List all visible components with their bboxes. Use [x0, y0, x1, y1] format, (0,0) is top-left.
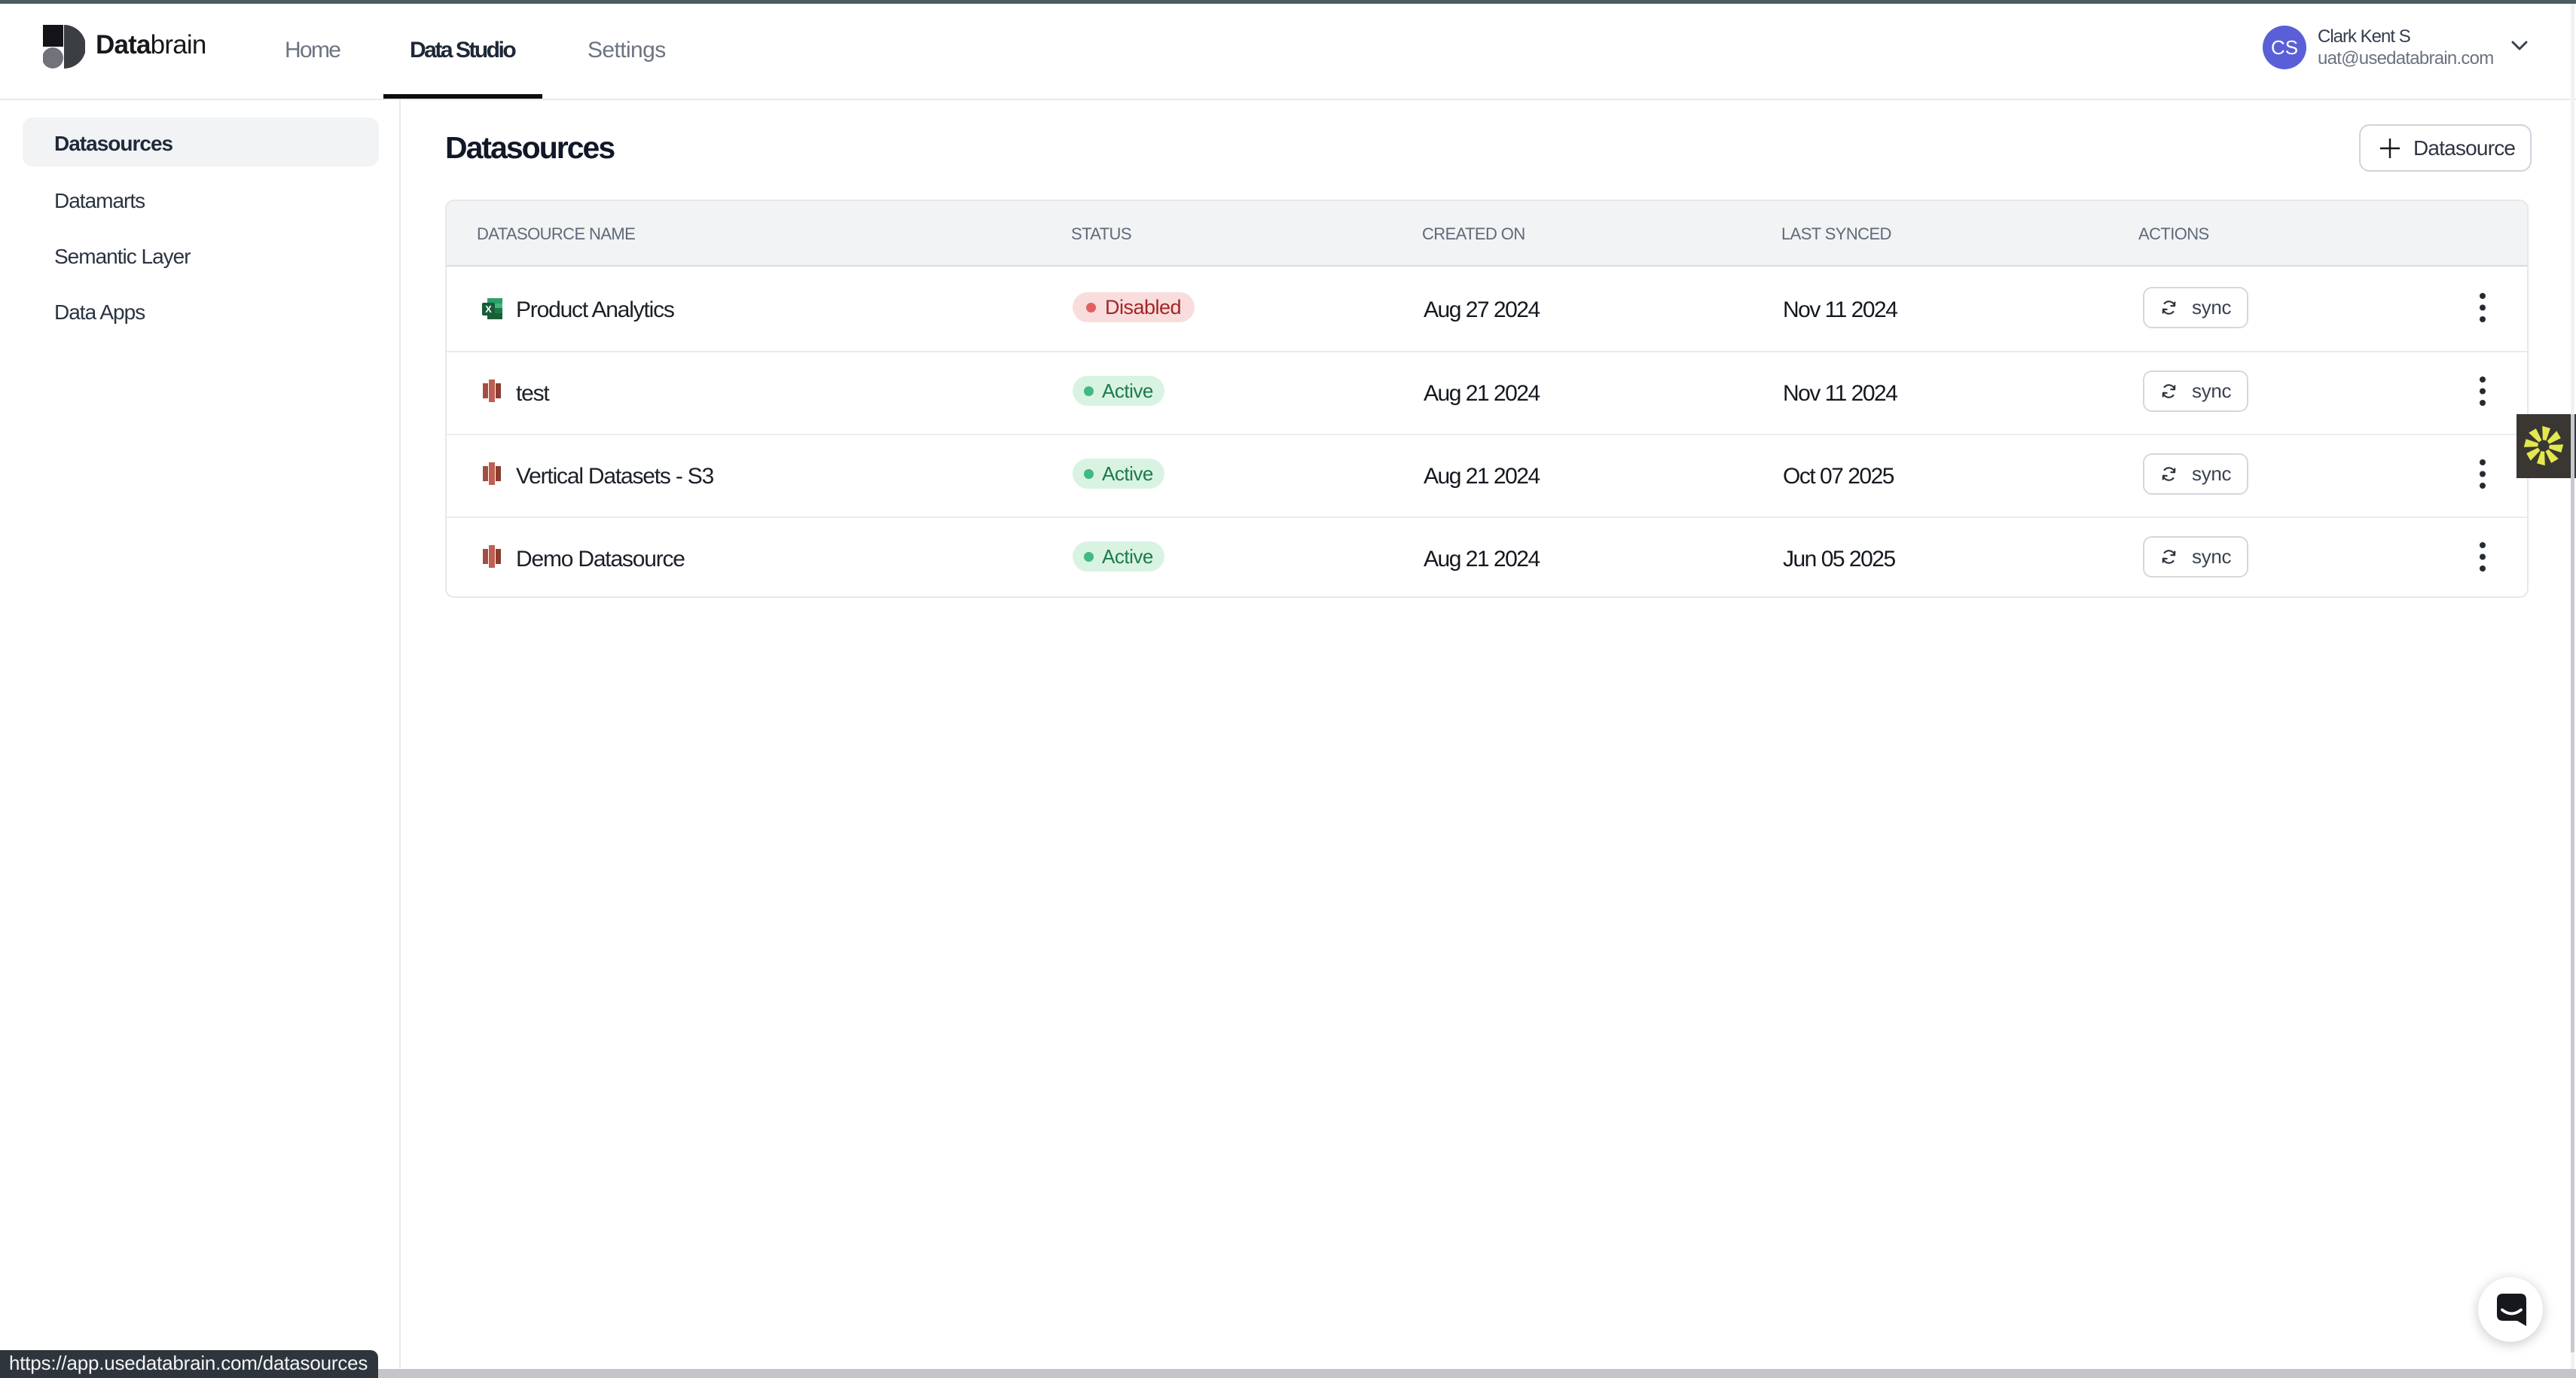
svg-text:X: X [485, 303, 492, 315]
